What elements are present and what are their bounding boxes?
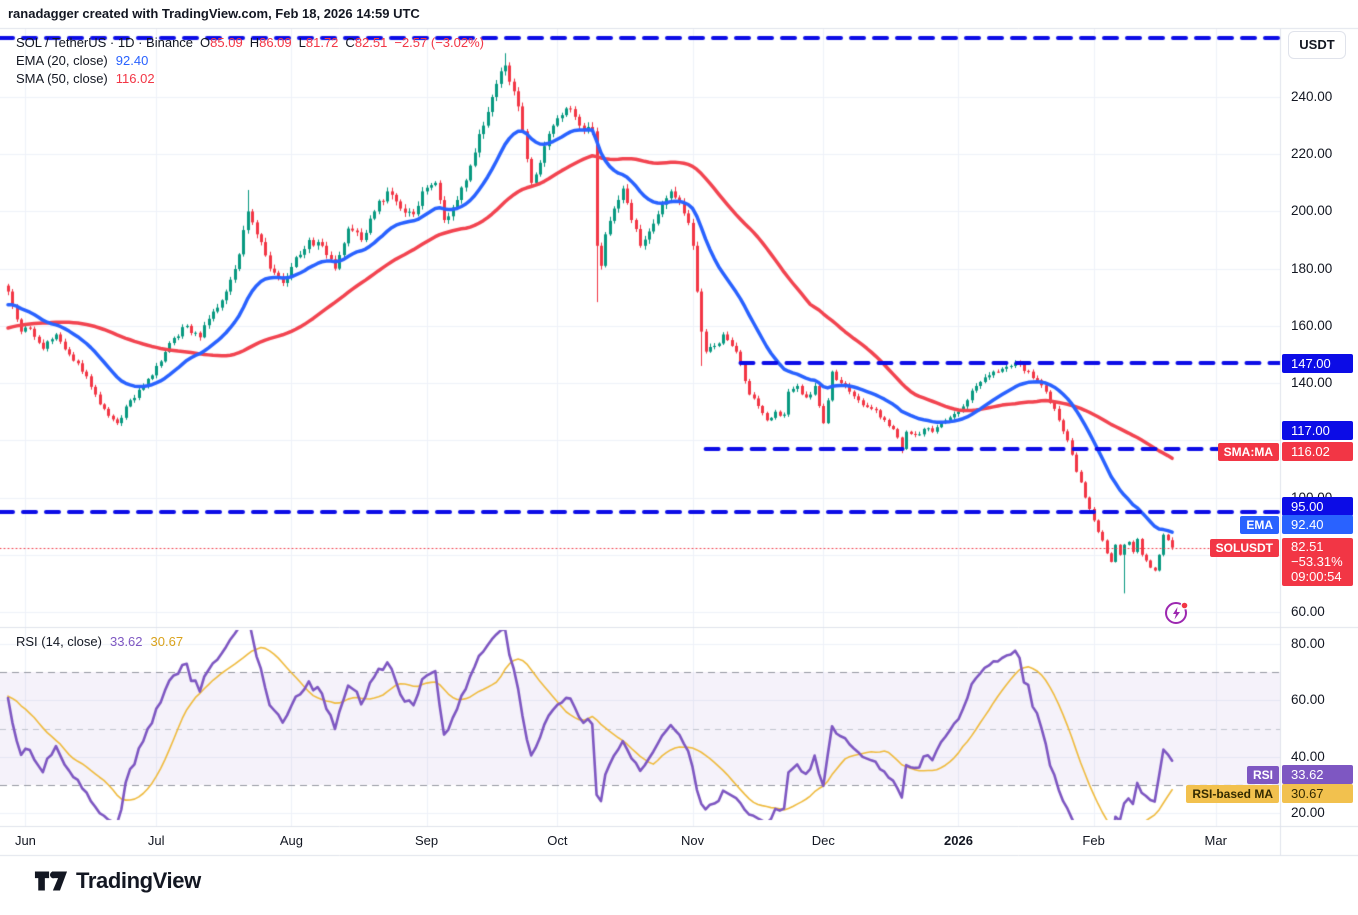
sma-value: 116.02	[115, 71, 155, 86]
time-label-Aug: Aug	[279, 833, 303, 848]
sma-value-badge: 116.02	[1282, 442, 1353, 462]
symbol-legend-row[interactable]: SOL / TetherUS · 1D · Binance O85.09 H86.0…	[16, 35, 484, 50]
rsi-tick-40.00: 40.00	[1291, 748, 1325, 764]
last-price-badge: 82.51 −53.31% 09:00:54	[1282, 538, 1353, 587]
lightning-bolt-glyph	[1173, 607, 1180, 620]
time-label-Jun: Jun	[14, 833, 36, 848]
time-label-Mar: Mar	[1204, 833, 1227, 848]
price-tick-140.00: 140.00	[1291, 375, 1333, 391]
ema-value: 92.40	[115, 53, 149, 68]
price-tick-160.00: 160.00	[1291, 317, 1333, 333]
time-label-2026: 2026	[944, 833, 973, 848]
price-tick-200.00: 200.00	[1291, 203, 1333, 219]
time-label-Jul: Jul	[147, 833, 165, 848]
ohlc-label-H: H	[249, 35, 260, 50]
tradingview-logo[interactable]: TradingView	[34, 867, 201, 895]
rsi-tick-80.00: 80.00	[1291, 636, 1325, 651]
price-axis[interactable]: 240.00220.00200.00180.00160.00140.00100.…	[1281, 28, 1358, 826]
rsi-ma-value-badge: 30.67	[1282, 784, 1353, 804]
ohlc-value-C: 82.51	[354, 35, 388, 50]
ema-label: EMA (20, close)	[16, 53, 108, 68]
notification-dot	[1180, 601, 1189, 610]
symbol-title: SOL / TetherUS · 1D · Binance	[16, 35, 194, 50]
sma-legend-row[interactable]: SMA (50, close) 116.02	[16, 71, 484, 86]
price-tick-240.00: 240.00	[1291, 89, 1333, 104]
sma-label: SMA (50, close)	[16, 71, 108, 86]
rsi-value-badge: 33.62	[1282, 765, 1353, 785]
main-legend: SOL / TetherUS · 1D · Binance O85.09 H86.0…	[16, 35, 484, 89]
ema-legend-row[interactable]: EMA (20, close) 92.40	[16, 53, 484, 68]
price-tick-180.00: 180.00	[1291, 260, 1333, 276]
rsi-value: 33.62	[109, 634, 143, 649]
level-badge-147.00: 147.00	[1282, 353, 1353, 373]
time-label-Nov: Nov	[680, 833, 705, 848]
ohlc-values: O85.09 H86.09 L81.72 C82.51	[193, 35, 387, 50]
flash-lightning-icon[interactable]	[1163, 599, 1191, 627]
ohlc-label-L: L	[298, 35, 306, 50]
ohlc-value-O: 85.09	[210, 35, 243, 50]
time-label-Feb: Feb	[1082, 833, 1105, 848]
change-value: −2.57 (−3.02%)	[394, 35, 484, 50]
price-tick-220.00: 220.00	[1291, 146, 1333, 162]
tradingview-logo-icon	[34, 871, 68, 891]
level-badge-117.00: 117.00	[1282, 421, 1353, 441]
currency-button[interactable]: USDT	[1288, 31, 1346, 59]
time-label-Sep: Sep	[414, 833, 439, 848]
tradingview-logo-text: TradingView	[76, 868, 201, 893]
ema-value-badge: 92.40	[1282, 515, 1353, 535]
rsi-label: RSI (14, close)	[16, 634, 102, 649]
time-label-Oct: Oct	[547, 833, 568, 848]
ohlc-value-H: 86.09	[259, 35, 292, 50]
level-badge-95.00: 95.00	[1282, 497, 1353, 517]
time-label-Dec: Dec	[811, 833, 835, 848]
time-axis[interactable]: Jun Jul Aug Sep Oct Nov Dec 2026 Feb Mar	[0, 827, 1280, 855]
rsi-ma-value: 30.67	[150, 634, 184, 649]
ohlc-value-L: 81.72	[305, 35, 339, 50]
rsi-legend[interactable]: RSI (14, close) 33.62 30.67	[16, 634, 183, 649]
rsi-tick-60.00: 60.00	[1291, 692, 1325, 708]
rsi-tick-20.00: 20.00	[1291, 805, 1325, 820]
price-tick-60.00: 60.00	[1291, 603, 1325, 619]
page-title: ranadagger created with TradingView.com,…	[8, 6, 420, 21]
ohlc-label-C: C	[345, 35, 355, 50]
ohlc-label-O: O	[200, 35, 211, 50]
